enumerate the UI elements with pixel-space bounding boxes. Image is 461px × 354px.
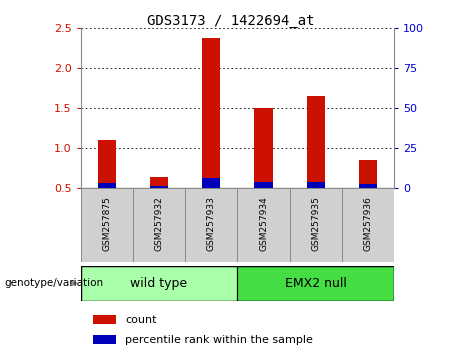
Bar [133, 188, 185, 262]
Text: genotype/variation: genotype/variation [5, 278, 104, 288]
Bar [202, 178, 220, 188]
Text: GSM257936: GSM257936 [364, 196, 372, 251]
Bar [307, 96, 325, 188]
Bar [81, 188, 133, 262]
Text: GSM257934: GSM257934 [259, 196, 268, 251]
Text: EMX2 null: EMX2 null [285, 277, 347, 290]
Text: wild type: wild type [130, 277, 188, 290]
Bar [254, 182, 272, 188]
Bar [359, 184, 377, 188]
Bar [254, 108, 272, 188]
Bar [150, 186, 168, 188]
Text: GSM257933: GSM257933 [207, 196, 216, 251]
Bar [98, 140, 116, 188]
Bar [342, 188, 394, 262]
Text: count: count [125, 315, 157, 325]
Text: GDS3173 / 1422694_at: GDS3173 / 1422694_at [147, 14, 314, 28]
Bar [98, 183, 116, 188]
Text: GSM257932: GSM257932 [154, 196, 164, 251]
Text: GSM257875: GSM257875 [102, 196, 111, 251]
Bar [185, 188, 237, 262]
Bar [290, 188, 342, 262]
Bar [237, 266, 394, 301]
Bar [81, 266, 237, 301]
Bar [237, 188, 290, 262]
Bar [93, 335, 116, 344]
Bar [150, 177, 168, 188]
Text: GSM257935: GSM257935 [311, 196, 320, 251]
Bar [307, 182, 325, 188]
Bar [202, 38, 220, 188]
Bar [93, 315, 116, 324]
Text: percentile rank within the sample: percentile rank within the sample [125, 335, 313, 345]
Bar [359, 160, 377, 188]
